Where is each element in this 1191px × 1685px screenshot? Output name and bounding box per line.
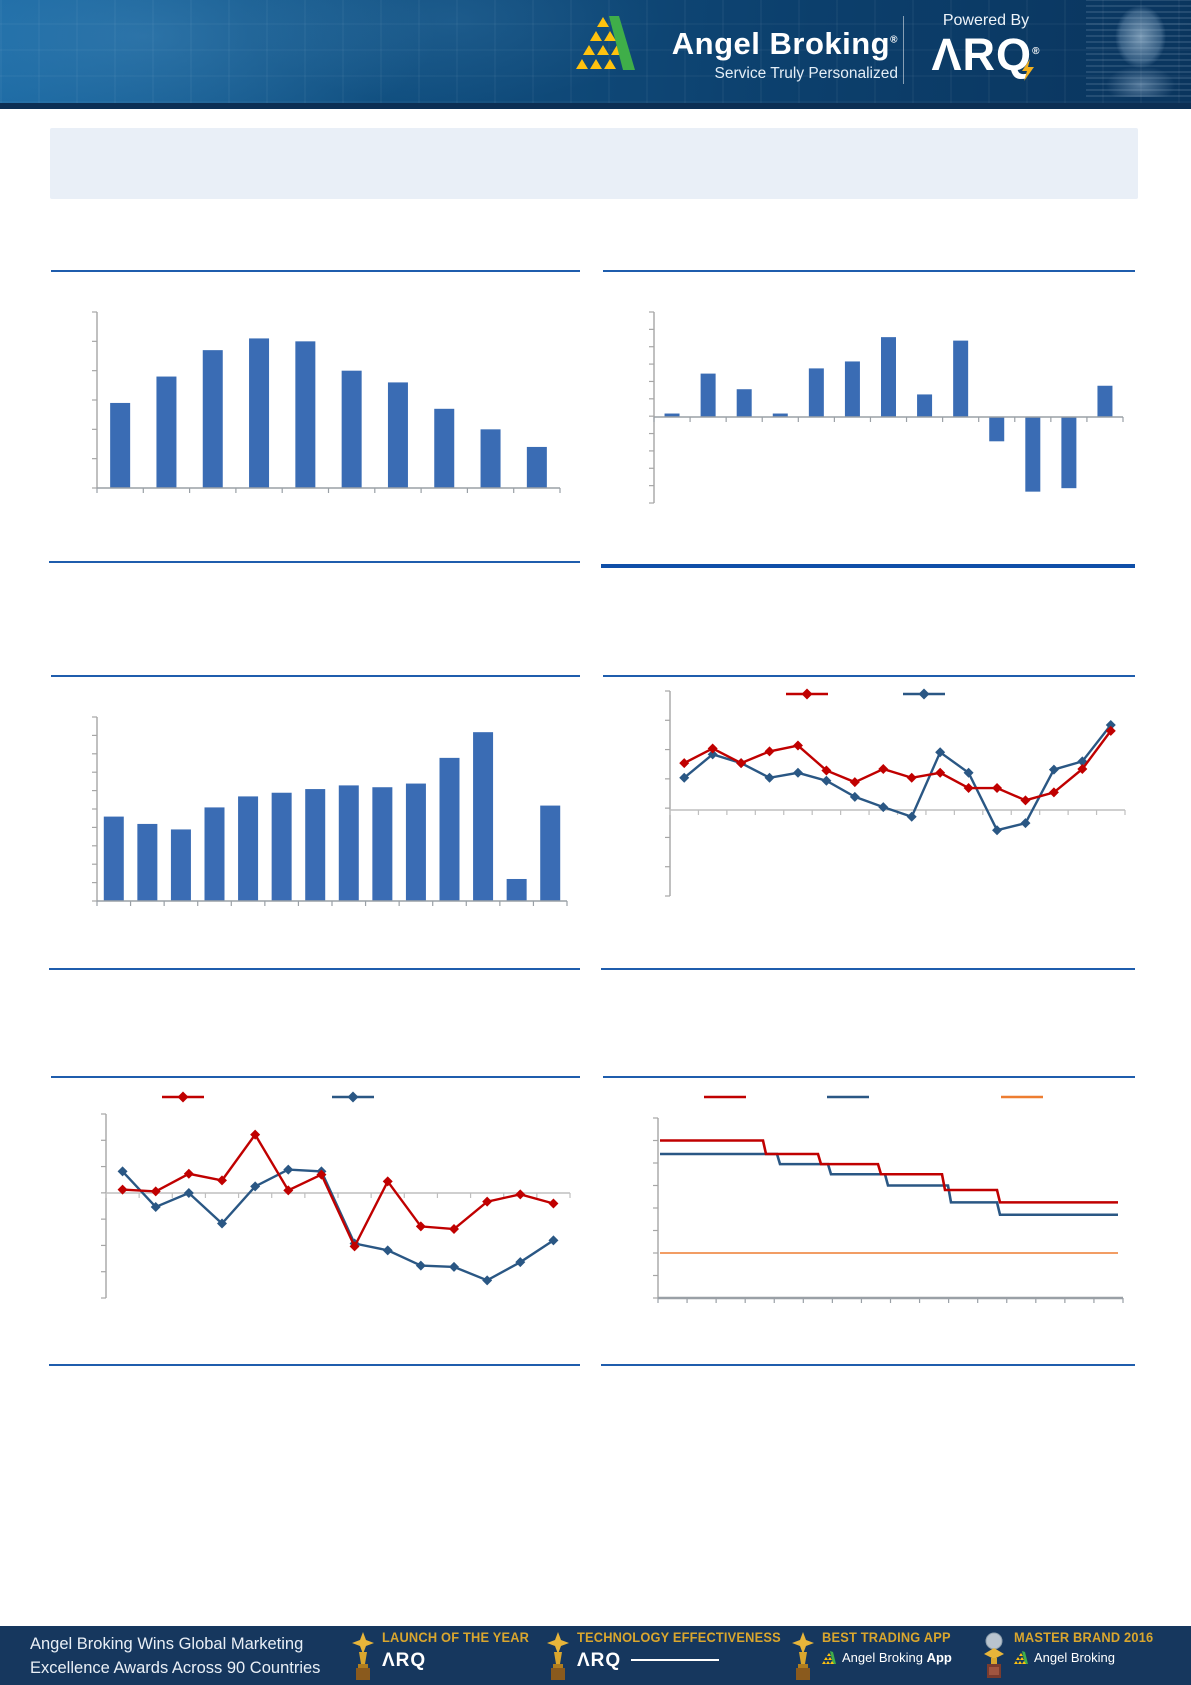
exhibit-3-bar-chart-svg [92, 716, 568, 906]
powered-by-label: Powered By [942, 12, 1030, 29]
divider-line [49, 561, 580, 563]
brand-name-text: Angel Broking [671, 26, 891, 61]
angel-broking-text: Angel Broking [842, 1650, 927, 1665]
divider-line [603, 1076, 1135, 1078]
angel-broking-logo: Angel Broking [1014, 1650, 1161, 1665]
trophy-icon [792, 1632, 814, 1680]
exhibit-4-line-chart-svg [665, 688, 1126, 897]
globe-trophy-icon [984, 1632, 1004, 1678]
divider-line [49, 1364, 580, 1366]
trophy-icon [352, 1632, 374, 1680]
divider-line [51, 675, 580, 677]
angel-broking-app-logo: Angel Broking App [822, 1650, 957, 1665]
footer-message-line2: Excellence Awards Across 90 Countries [30, 1658, 321, 1677]
report-title-box [50, 128, 1138, 199]
brand-name: Angel Broking® [648, 26, 898, 62]
divider-line [51, 270, 580, 272]
award-title: TECHNOLOGY EFFECTIVENESS [577, 1630, 781, 1645]
award-title: MASTER BRAND 2016 [1014, 1630, 1154, 1645]
angel-broking-text: Angel Broking [1034, 1650, 1115, 1665]
exhibit-6-step-chart [645, 1090, 1140, 1306]
arq-logo: ΛRQ® [922, 29, 1050, 81]
divider-line [603, 675, 1135, 677]
arq-underline [631, 1659, 720, 1661]
divider-line [601, 1364, 1135, 1366]
arq-logo: ΛRQ [577, 1650, 792, 1672]
award-title: BEST TRADING APP [822, 1630, 951, 1645]
footer-message: Angel Broking Wins Global Marketing Exce… [30, 1633, 320, 1681]
divider-line [601, 968, 1135, 970]
brand-tagline: Service Truly Personalized [714, 65, 899, 82]
trophy-icon [547, 1632, 569, 1680]
award-text-block: MASTER BRAND 2016 Angel Broking [1014, 1630, 1161, 1665]
exhibit-2-bar-chart-svg [649, 311, 1124, 504]
brand-text-block: Angel Broking® Service Truly Personalize… [648, 26, 898, 83]
header-banner: Angel Broking® Service Truly Personalize… [0, 0, 1191, 109]
award-text-block: LAUNCH OF THE YEAR ΛRQ [382, 1630, 537, 1672]
divider-line [51, 1076, 580, 1078]
brand-registered-mark: ® [890, 34, 898, 46]
exhibit-3-bar-chart [90, 710, 585, 915]
angel-broking-app-text: Angel Broking App [842, 1650, 952, 1665]
exhibit-5-line-chart [95, 1090, 585, 1305]
app-text: App [926, 1650, 952, 1665]
exhibit-2-bar-chart [645, 300, 1140, 512]
banner-vertical-divider [903, 16, 904, 84]
divider-line [49, 968, 580, 970]
angel-broking-mini-logo-icon [822, 1650, 836, 1664]
award-launch-of-the-year: LAUNCH OF THE YEAR ΛRQ [350, 1630, 537, 1682]
arq-logo-text: ΛRQ [382, 1650, 427, 1671]
exhibit-4-line-chart [660, 685, 1140, 903]
divider-line [601, 564, 1135, 568]
powered-by-block: Powered By ΛRQ® [922, 12, 1050, 81]
award-technology-effectiveness: TECHNOLOGY EFFECTIVENESS ΛRQ [545, 1630, 792, 1682]
exhibit-1-bar-chart-svg [92, 311, 561, 493]
award-title: LAUNCH OF THE YEAR [382, 1630, 530, 1645]
award-master-brand-2016: MASTER BRAND 2016 Angel Broking [980, 1630, 1161, 1682]
exhibit-5-line-chart-svg [101, 1091, 571, 1299]
award-text-block: BEST TRADING APP Angel Broking App [822, 1630, 957, 1665]
header-banner-inner: Angel Broking® Service Truly Personalize… [0, 0, 1191, 97]
arq-logo: ΛRQ [382, 1650, 537, 1672]
award-text-block: TECHNOLOGY EFFECTIVENESS ΛRQ [577, 1630, 792, 1672]
arq-logo-text: ΛRQ [577, 1650, 622, 1671]
exhibit-6-step-chart-svg [653, 1095, 1124, 1303]
digital-head-graphic [1086, 0, 1191, 97]
footer-message-line1: Angel Broking Wins Global Marketing [30, 1635, 304, 1653]
arq-registered-mark: ® [1032, 46, 1041, 57]
award-best-trading-app: BEST TRADING APP Angel Broking App [790, 1630, 957, 1682]
awards-footer: Angel Broking Wins Global Marketing Exce… [0, 1626, 1191, 1685]
angel-broking-mini-logo-icon [1014, 1650, 1028, 1664]
arq-logo-text: ΛRQ [931, 29, 1033, 80]
divider-line [603, 270, 1135, 272]
arq-lightning-bolt-icon [1022, 59, 1034, 81]
exhibit-1-bar-chart [80, 295, 580, 500]
angel-broking-logo-icon [576, 16, 635, 70]
